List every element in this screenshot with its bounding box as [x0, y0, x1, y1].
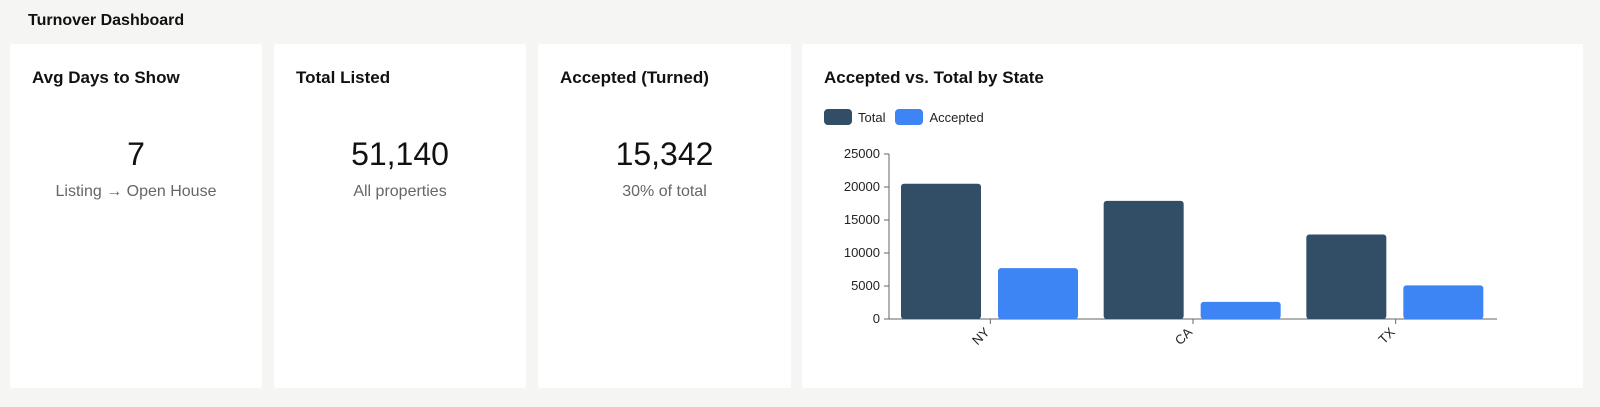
accepted-card: Accepted (Turned) 15,342 30% of total [538, 44, 791, 388]
bar-accepted-ca [1200, 301, 1281, 319]
y-tick-label: 0 [873, 311, 880, 326]
legend-label: Total [858, 109, 886, 125]
legend-swatch [824, 109, 852, 125]
bar-accepted-tx [1403, 285, 1484, 319]
y-tick-label: 25000 [844, 146, 880, 161]
y-tick-label: 15000 [844, 212, 880, 227]
y-tick-label: 10000 [844, 245, 880, 260]
legend-swatch [895, 109, 924, 125]
total-listed-subtitle: All properties [353, 183, 447, 200]
total-listed-value: 51,140 [351, 136, 449, 172]
x-tick-label: NY [969, 324, 993, 348]
avg-days-card: Avg Days to Show 7 Listing → Open House [10, 44, 262, 388]
y-tick-label: 20000 [844, 179, 880, 194]
avg-days-subtitle: Listing → Open House [55, 183, 217, 200]
page-title: Turnover Dashboard [28, 12, 185, 29]
y-tick-label: 5000 [851, 278, 880, 293]
bar-total-tx [1306, 234, 1387, 319]
accepted-subtitle: 30% of total [622, 183, 707, 200]
state-chart-card: Accepted vs. Total by State Total Accepte… [802, 44, 1583, 388]
avg-days-value: 7 [127, 136, 145, 172]
x-tick-label: CA [1172, 324, 1196, 348]
legend-label: Accepted [929, 109, 984, 125]
legend-item-total[interactable]: Total [824, 109, 885, 125]
bar-accepted-ny [998, 268, 1078, 319]
total-listed-card: Total Listed 51,140 All properties [274, 44, 526, 388]
bar-chart: 0 5000 10000 15000 20000 25000 NY CA TX [844, 146, 1497, 348]
bar-total-ca [1103, 200, 1184, 319]
accepted-title: Accepted (Turned) [560, 68, 709, 87]
accepted-value: 15,342 [615, 136, 714, 172]
total-listed-title: Total Listed [296, 68, 391, 87]
chart-legend[interactable]: Total Accepted [824, 109, 994, 125]
avg-days-title: Avg Days to Show [32, 68, 180, 87]
chart-title: Accepted vs. Total by State [824, 68, 1044, 87]
legend-item-accepted[interactable]: Accepted [895, 109, 984, 125]
bar-total-ny [901, 183, 981, 319]
x-tick-label: TX [1375, 324, 1398, 347]
